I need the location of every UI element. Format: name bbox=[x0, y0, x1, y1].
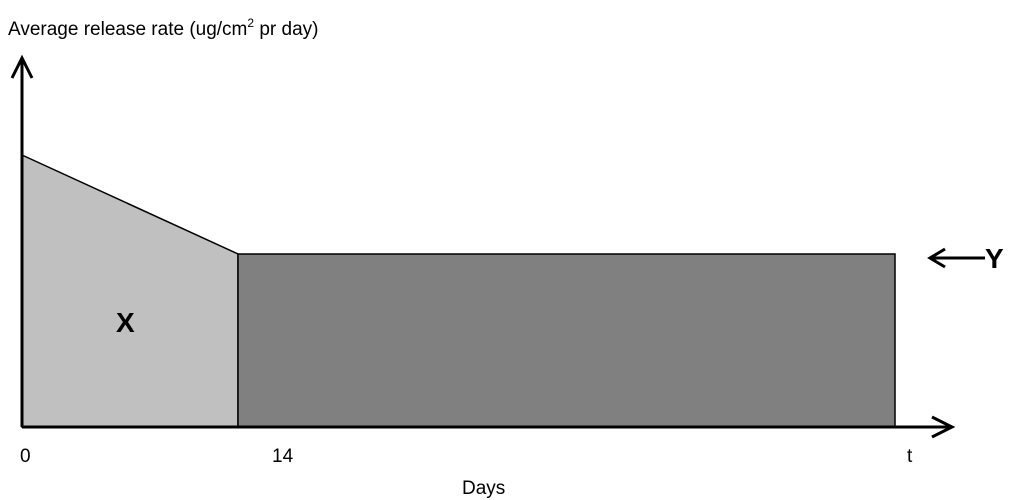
y-axis-label: Average release rate (ug/cm2 pr day) bbox=[8, 16, 319, 40]
y-axis-label-tail: pr day) bbox=[254, 19, 318, 40]
x-tick-label: t bbox=[907, 446, 913, 467]
y-axis-label-main: Average release rate (ug/cm bbox=[8, 19, 247, 40]
y-pointer-arrowhead bbox=[927, 247, 946, 269]
y-axis-label-superscript: 2 bbox=[247, 16, 254, 30]
region-x-label: X bbox=[116, 307, 135, 338]
steady-release-region bbox=[237, 253, 896, 428]
x-tick-label: 14 bbox=[272, 446, 294, 467]
x-axis-label: Days bbox=[462, 478, 505, 499]
y-pointer-label: Y bbox=[985, 243, 1004, 274]
y-axis-arrowhead bbox=[10, 54, 34, 79]
initial-release-region bbox=[21, 153, 239, 428]
x-tick-label: 0 bbox=[20, 446, 31, 467]
x-axis-arrowhead bbox=[931, 415, 956, 439]
